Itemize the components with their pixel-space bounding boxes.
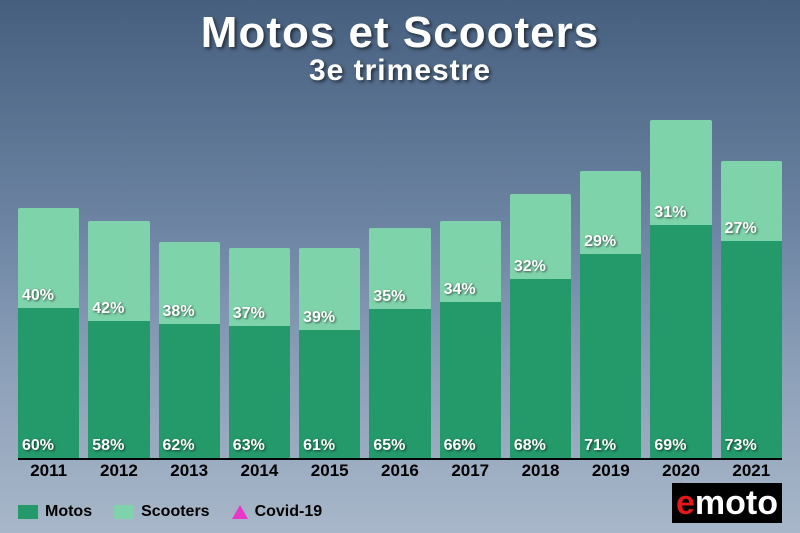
bar-segment-scooters: 40%	[18, 208, 79, 308]
legend-item: Motos	[18, 503, 92, 521]
bar-segment-motos: 66%	[440, 302, 501, 458]
bar-segment-scooters: 42%	[88, 221, 149, 320]
bar-column: 39% 61%	[299, 120, 360, 458]
marker-cell	[369, 482, 430, 498]
motos-pct-label: 65%	[373, 437, 405, 455]
motos-pct-label: 66%	[444, 437, 476, 455]
motos-pct-label: 68%	[514, 437, 546, 455]
chart-subtitle: 3e trimestre	[0, 54, 800, 88]
legend-label: Covid-19	[255, 503, 323, 521]
x-axis-label: 2018	[510, 460, 571, 481]
bar-segment-motos: 61%	[299, 330, 360, 458]
x-axis-label: 2016	[369, 460, 430, 481]
x-axis-label: 2017	[440, 460, 501, 481]
legend-label: Motos	[45, 503, 92, 521]
legend-item: Covid-19	[232, 503, 323, 521]
bar-segment-scooters: 27%	[721, 161, 782, 241]
motos-pct-label: 62%	[163, 437, 195, 455]
scooters-pct-label: 40%	[22, 287, 54, 305]
x-axis-label: 2019	[580, 460, 641, 481]
motos-pct-label: 73%	[725, 437, 757, 455]
bar-column: 40% 60%	[18, 120, 79, 458]
marker-cell	[580, 482, 641, 498]
bar-segment-motos: 60%	[18, 308, 79, 458]
motos-pct-label: 63%	[233, 437, 265, 455]
motos-pct-label: 60%	[22, 437, 54, 455]
x-axis-label: 2012	[88, 460, 149, 481]
bar-column: 42% 58%	[88, 120, 149, 458]
legend-triangle-icon	[232, 505, 248, 519]
bar-segment-scooters: 39%	[299, 248, 360, 330]
marker-cell	[88, 482, 149, 498]
emoto-logo: emoto	[672, 483, 782, 523]
x-axis: 2011 2012 2013 2014 2015 2016 2017 2018 2019 2020…	[18, 458, 782, 481]
bar-segment-scooters: 31%	[650, 120, 711, 225]
bar-segment-motos: 71%	[580, 254, 641, 458]
bar-segment-motos: 68%	[510, 279, 571, 458]
bar-column: 29% 71%	[580, 120, 641, 458]
scooters-pct-label: 27%	[725, 220, 757, 238]
marker-cell	[510, 482, 571, 498]
motos-pct-label: 69%	[654, 437, 686, 455]
legend-item: Scooters	[114, 503, 209, 521]
scooters-pct-label: 32%	[514, 258, 546, 276]
legend-swatch	[18, 505, 38, 519]
bar-column: 34% 66%	[440, 120, 501, 458]
bar-segment-motos: 58%	[88, 321, 149, 458]
marker-cell	[299, 482, 360, 498]
x-axis-label: 2020	[650, 460, 711, 481]
scooters-pct-label: 34%	[444, 281, 476, 299]
scooters-pct-label: 37%	[233, 305, 265, 323]
scooters-pct-label: 31%	[654, 204, 686, 222]
bar-column: 27% 73%	[721, 120, 782, 458]
x-axis-label: 2015	[299, 460, 360, 481]
marker-cell	[18, 482, 79, 498]
x-axis-label: 2013	[159, 460, 220, 481]
motos-pct-label: 71%	[584, 437, 616, 455]
bar-segment-scooters: 29%	[580, 171, 641, 254]
bar-segment-scooters: 34%	[440, 221, 501, 301]
marker-cell	[229, 482, 290, 498]
bar-segment-scooters: 37%	[229, 248, 290, 326]
scooters-pct-label: 35%	[373, 288, 405, 306]
bar-column: 37% 63%	[229, 120, 290, 458]
marker-cell	[440, 482, 501, 498]
bar-segment-scooters: 32%	[510, 194, 571, 278]
bar-column: 31% 69%	[650, 120, 711, 458]
bar-segment-motos: 69%	[650, 225, 711, 458]
bar-segment-scooters: 38%	[159, 242, 220, 324]
marker-cell	[159, 482, 220, 498]
chart-title: Motos et Scooters	[0, 0, 800, 58]
legend: Motos Scooters Covid-19	[18, 503, 322, 521]
bar-segment-motos: 73%	[721, 241, 782, 458]
x-axis-label: 2021	[721, 460, 782, 481]
x-axis-label: 2014	[229, 460, 290, 481]
legend-swatch	[114, 505, 134, 519]
bar-segment-scooters: 35%	[369, 228, 430, 308]
legend-label: Scooters	[141, 503, 209, 521]
bar-column: 35% 65%	[369, 120, 430, 458]
motos-pct-label: 61%	[303, 437, 335, 455]
scooters-pct-label: 39%	[303, 309, 335, 327]
covid-marker-row	[18, 482, 782, 498]
motos-pct-label: 58%	[92, 437, 124, 455]
bar-column: 32% 68%	[510, 120, 571, 458]
bar-column: 38% 62%	[159, 120, 220, 458]
bar-segment-motos: 63%	[229, 326, 290, 458]
scooters-pct-label: 38%	[163, 303, 195, 321]
logo-text-moto: moto	[695, 486, 778, 520]
scooters-pct-label: 42%	[92, 300, 124, 318]
x-axis-label: 2011	[18, 460, 79, 481]
logo-letter-e: e	[676, 486, 695, 520]
bar-chart: 40% 60% 42% 58% 38% 62% 37% 63% 39% 61% 35% 65% 34% 6…	[18, 120, 782, 458]
scooters-pct-label: 29%	[584, 233, 616, 251]
bar-segment-motos: 65%	[369, 309, 430, 458]
bar-segment-motos: 62%	[159, 324, 220, 458]
